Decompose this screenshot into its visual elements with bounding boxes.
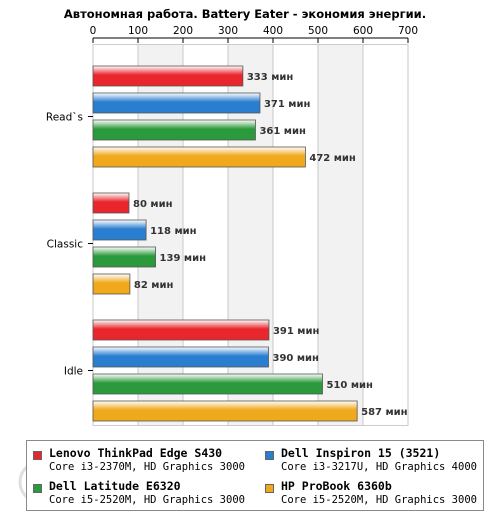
bar [92,373,323,395]
y-axis-categories: Read`s Classic Idle [46,112,93,378]
legend-description: Core i5-2520M, HD Graphics 3000 [281,494,477,506]
x-tick-label: 400 [263,25,283,37]
bar [92,146,306,168]
bar [92,273,131,295]
data-labels: 333 мин 371 мин 361 мин 472 мин 80 мин 118 ми… [133,72,408,418]
category-label: Classic [47,239,84,251]
grid-band [273,45,318,425]
data-label: 139 мин [160,253,207,264]
x-tick-label: 0 [90,25,97,37]
bar [92,219,147,241]
legend-swatch [265,451,274,460]
grid-band [363,45,408,425]
legend-name: Lenovo ThinkPad Edge S430 [49,446,223,460]
x-tick-label: 200 [173,25,193,37]
category-label: Read`s [46,112,83,124]
x-tick-label: 500 [308,25,328,37]
bar [92,246,156,268]
x-tick-label: 600 [353,25,373,37]
legend: Lenovo ThinkPad Edge S430 Core i3-2370M,… [26,440,484,511]
grid-band [318,45,363,425]
legend-swatch [33,451,42,460]
bar-chart: Автономная работа. Battery Eater - эконо… [46,7,426,426]
bar [92,65,244,87]
legend-swatch [33,484,42,493]
data-label: 82 мин [134,280,174,291]
legend-description: Core i3-2370M, HD Graphics 3000 [49,461,245,473]
data-label: 333 мин [247,72,294,83]
data-label: 80 мин [133,199,173,210]
data-label: 472 мин [309,153,356,164]
legend-entry-3: HP ProBook 6360b Core i5-2520M, HD Graph… [259,478,477,508]
bar [92,92,261,114]
data-label: 390 мин [273,353,320,364]
data-label: 118 мин [150,226,197,237]
bar [92,192,130,214]
chart-title: Автономная работа. Battery Eater - эконо… [64,7,426,21]
legend-entry-0: Lenovo ThinkPad Edge S430 Core i3-2370M,… [27,445,245,475]
x-tick-label: 100 [128,25,148,37]
bar [92,346,269,368]
bars [92,65,358,422]
bar [92,400,358,422]
legend-description: Core i3-3217U, HD Graphics 4000 [281,461,477,473]
x-tick-label: 700 [398,25,418,37]
data-label: 587 мин [361,407,408,418]
data-label: 510 мин [327,380,374,391]
legend-entry-1: Dell Inspiron 15 (3521) Core i3-3217U, H… [259,445,477,475]
bar [92,119,256,141]
legend-name: HP ProBook 6360b [281,479,392,493]
legend-entry-2: Dell Latitude E6320 Core i5-2520M, HD Gr… [27,478,245,508]
data-label: 361 мин [259,126,306,137]
legend-swatch [265,484,274,493]
data-label: 391 мин [273,326,320,337]
x-axis-ticks: 0 100 200 300 400 500 600 700 [90,25,418,43]
category-label: Idle [64,366,83,378]
x-tick-label: 300 [218,25,238,37]
bar [92,319,270,341]
legend-name: Dell Inspiron 15 (3521) [281,446,441,460]
legend-description: Core i5-2520M, HD Graphics 3000 [49,494,245,506]
data-label: 371 мин [264,99,311,110]
legend-name: Dell Latitude E6320 [49,479,181,493]
